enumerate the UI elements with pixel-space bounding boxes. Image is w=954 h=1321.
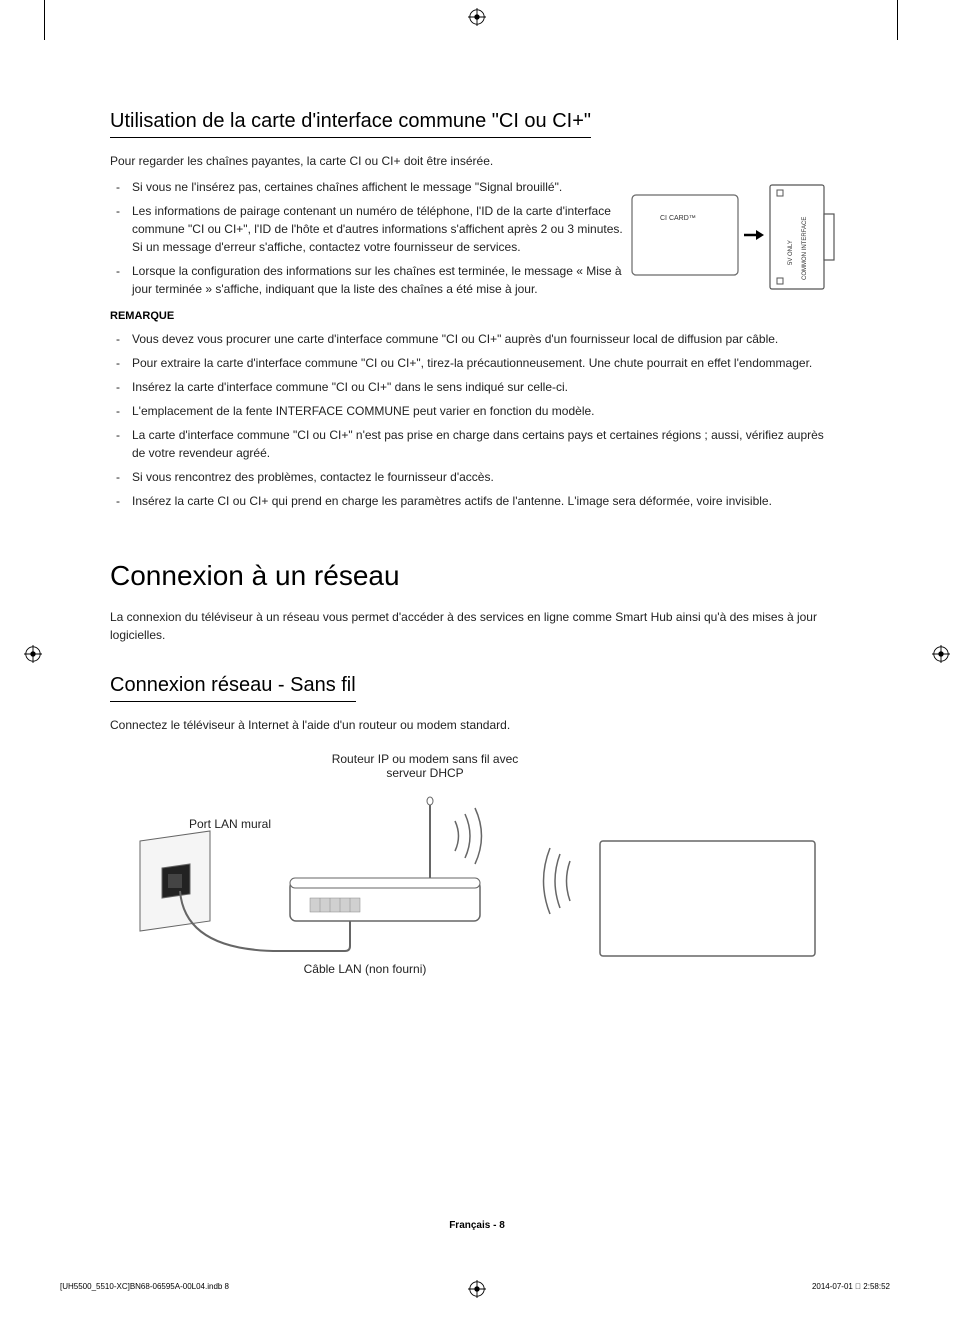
network-diagram: Routeur IP ou modem sans fil avec serveu… [110, 752, 830, 992]
registration-mark-icon [24, 645, 42, 668]
ci-intro-text: Pour regarder les chaînes payantes, la c… [110, 152, 840, 170]
print-metadata: [UH5500_5510-XC]BN68-06595A-00L04.indb 8… [60, 1282, 890, 1291]
registration-mark-icon [932, 645, 950, 668]
list-item: Insérez la carte d'interface commune "CI… [116, 378, 840, 396]
network-section: Connexion à un réseau La connexion du té… [110, 560, 840, 992]
print-timestamp: 2014-07-01 󰗈 2:58:52 [812, 1282, 890, 1291]
list-item: La carte d'interface commune "CI ou CI+"… [116, 426, 840, 462]
cable-label: Câble LAN (non fourni) [280, 962, 450, 976]
list-item: Pour extraire la carte d'interface commu… [116, 354, 840, 372]
list-item: Lorsque la configuration des information… [116, 262, 626, 298]
remark-label: REMARQUE [110, 310, 840, 322]
slot-label-5v: 5V ONLY [788, 240, 794, 265]
ci-bullets: Si vous ne l'insérez pas, certaines chaî… [116, 178, 626, 298]
list-item: L'emplacement de la fente INTERFACE COMM… [116, 402, 840, 420]
ci-card-label: CI CARD™ [660, 215, 696, 222]
network-sub-heading: Connexion réseau - Sans fil [110, 674, 356, 702]
slot-label-common: COMMON INTERFACE [802, 217, 808, 280]
list-item: Insérez la carte CI ou CI+ qui prend en … [116, 492, 840, 510]
page-footer: Français - 8 [0, 1220, 954, 1231]
crop-mark [897, 0, 898, 40]
network-main-heading: Connexion à un réseau [110, 560, 840, 592]
router-label: Routeur IP ou modem sans fil avec serveu… [320, 752, 530, 780]
ci-heading: Utilisation de la carte d'interface comm… [110, 110, 591, 138]
network-sub-intro: Connectez le téléviseur à Internet à l'a… [110, 716, 840, 734]
remark-bullets: Vous devez vous procurer une carte d'int… [116, 330, 840, 510]
ci-card-illustration: CI CARD™ 5V ONLY COMMON INTERFACE [630, 180, 840, 300]
registration-mark-icon [468, 8, 486, 31]
print-file: [UH5500_5510-XC]BN68-06595A-00L04.indb 8 [60, 1282, 229, 1291]
network-intro: La connexion du téléviseur à un réseau v… [110, 608, 840, 644]
ci-section: Utilisation de la carte d'interface comm… [110, 110, 840, 510]
list-item: Si vous rencontrez des problèmes, contac… [116, 468, 840, 486]
list-item: Les informations de pairage contenant un… [116, 202, 626, 256]
list-item: Vous devez vous procurer une carte d'int… [116, 330, 840, 348]
list-item: Si vous ne l'insérez pas, certaines chaî… [116, 178, 626, 196]
crop-mark [44, 0, 45, 40]
